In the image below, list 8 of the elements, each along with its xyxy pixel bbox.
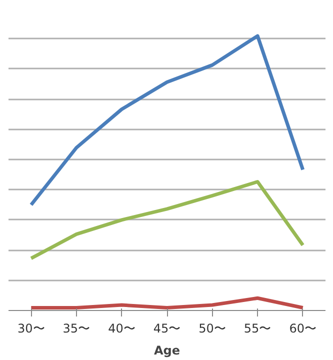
x-tick-label: 40〜 <box>108 322 136 336</box>
x-tick-label: 30〜 <box>18 322 45 336</box>
x-tick-label: 45〜 <box>153 322 181 336</box>
x-tick-label: 50〜 <box>198 322 226 336</box>
x-axis-title: Age <box>154 344 180 358</box>
x-tick-label: 35〜 <box>62 322 90 336</box>
x-tick-label: 55〜 <box>244 322 272 336</box>
x-tick-label: 60〜 <box>289 322 317 336</box>
